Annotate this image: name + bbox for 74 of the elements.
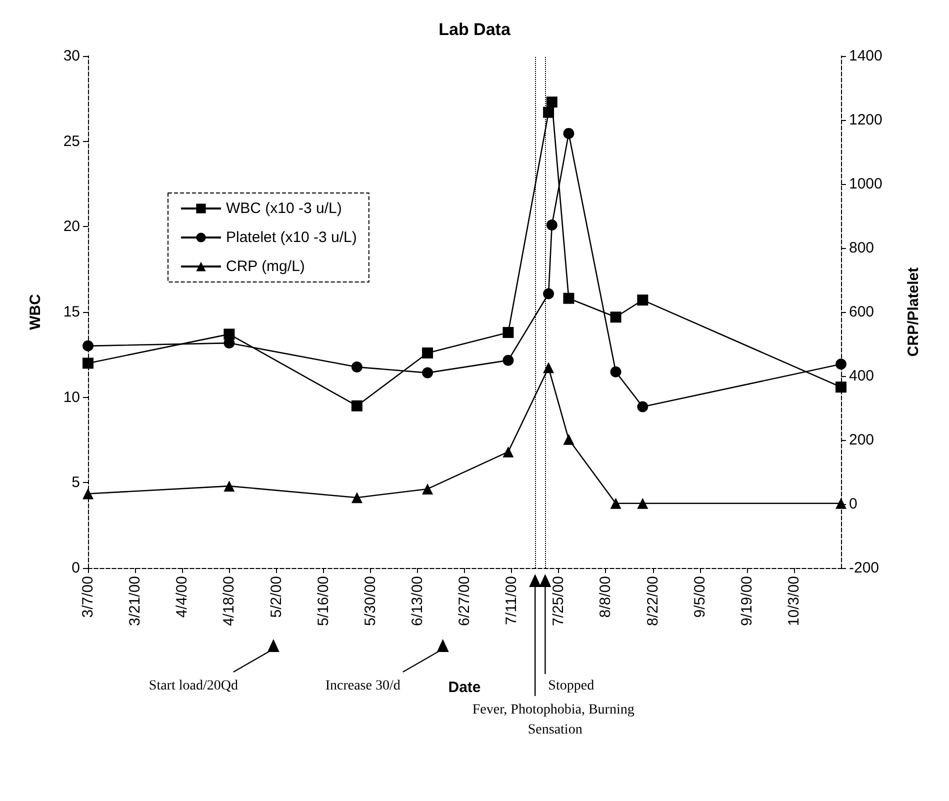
text: Increase 30/d: [325, 678, 400, 694]
y2-tick-label: 200: [849, 432, 874, 448]
y2-tick-label: 0: [849, 496, 858, 512]
y2-tick-label: 1000: [849, 176, 882, 192]
point: [422, 483, 434, 494]
point: [563, 434, 574, 445]
legend-label: Platelet (x10 -3 u/L): [226, 229, 357, 246]
x-axis-title: Date: [448, 679, 481, 696]
point: [637, 498, 648, 509]
y-tick-label: 30: [63, 48, 80, 64]
chart-title: Lab Data: [438, 20, 511, 39]
x-tick-label: 9/5/00: [691, 576, 708, 618]
x-tick-label: 4/4/00: [174, 576, 191, 618]
x-tick-label: 6/27/00: [456, 576, 473, 626]
x-tick-label: 5/16/00: [314, 576, 332, 626]
point: [836, 498, 846, 509]
point: [543, 362, 554, 374]
point: [422, 367, 434, 378]
y-tick-label: 20: [63, 218, 80, 236]
point: [422, 347, 434, 358]
x-tick-label: 4/18/00: [220, 576, 238, 626]
point: [836, 382, 846, 393]
point: [543, 106, 554, 118]
point: [563, 292, 574, 304]
point: [82, 488, 94, 500]
point: [351, 492, 362, 504]
point: [610, 312, 622, 323]
x-tick-label: 6/13/00: [408, 576, 426, 626]
point: [637, 294, 648, 306]
y2-axis-title: CRP/Platelet: [905, 267, 922, 357]
point: [543, 288, 554, 300]
text: Fever, Photophobia, Burning Sensation: [472, 702, 638, 738]
y-tick-label: 10: [63, 388, 80, 406]
y2-tick-label: 600: [849, 304, 874, 320]
x-tick-label: 8/8/00: [597, 576, 614, 618]
y-tick-label: 15: [63, 304, 80, 320]
y-tick-label: 5: [72, 474, 80, 492]
y-tick-label: 25: [63, 132, 80, 150]
x-tick-label: 5/30/00: [362, 576, 379, 626]
x-tick-label: 7/11/00: [503, 576, 520, 625]
x-tick-label: 7/25/00: [550, 576, 568, 626]
x-tick-label: 5/2/00: [268, 576, 285, 618]
y2-tick-label: 1200: [849, 112, 882, 128]
y2-tick-label: -200: [849, 560, 880, 576]
legend-label: CRP (mg/L): [226, 258, 305, 275]
y2-tick-label: 800: [849, 240, 874, 256]
point: [502, 326, 514, 338]
point: [82, 358, 94, 369]
point: [82, 340, 94, 352]
x-tick-label: 10/3/00: [785, 576, 802, 626]
point: [610, 366, 622, 378]
y2-tick-label: 400: [849, 368, 874, 384]
point: [563, 128, 574, 139]
point: [836, 358, 846, 370]
legend-label: WBC (x10 -3 u/L): [226, 200, 342, 217]
x-tick-label: 8/22/00: [644, 576, 662, 626]
text: Stopped: [548, 678, 594, 694]
point: [610, 498, 622, 509]
text: Start load/20Qd: [148, 678, 238, 694]
point: [546, 96, 558, 108]
y2-tick-label: 1400: [849, 48, 882, 64]
y-axis-title: WBC: [27, 294, 44, 330]
point: [224, 480, 235, 492]
x-tick-label: 3/21/00: [126, 576, 144, 626]
point: [351, 362, 362, 373]
point: [637, 401, 648, 412]
point: [546, 219, 558, 230]
point: [224, 328, 235, 340]
x-tick-label: 9/19/00: [738, 576, 756, 626]
point: [502, 354, 514, 366]
y-tick-label: 0: [72, 560, 80, 576]
x-tick-label: 3/7/00: [80, 576, 96, 618]
point: [351, 400, 362, 412]
point: [502, 446, 514, 458]
